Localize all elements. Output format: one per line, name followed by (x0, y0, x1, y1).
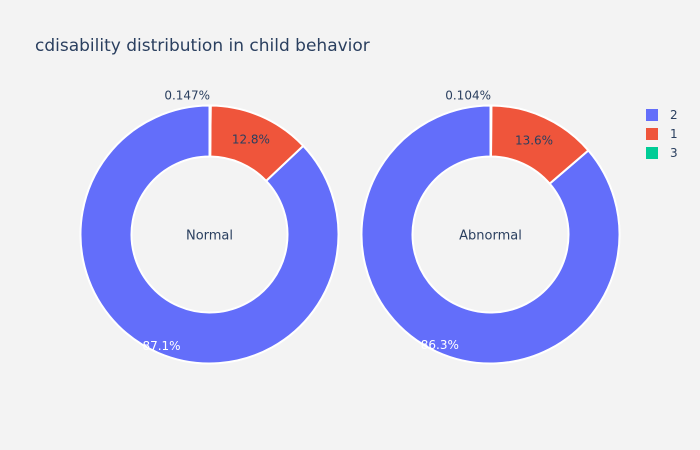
donut-charts: 87.1% 12.8% 0.147% Normal 86.3% 13.6% 0.104% Ab… (79, 89, 621, 365)
slice-label-1: 12.8% (232, 133, 270, 147)
legend-item-3[interactable]: 3 (646, 146, 678, 160)
slice-3[interactable] (208, 104, 212, 158)
slice-label-2: 87.1% (142, 339, 180, 353)
legend-item-1[interactable]: 1 (646, 127, 678, 141)
slice-3[interactable] (489, 104, 493, 158)
legend-label: 3 (670, 146, 678, 160)
slice-label-2: 86.3% (421, 338, 459, 352)
legend-label: 2 (670, 108, 678, 122)
slice-label-3: 0.104% (445, 89, 491, 103)
slice-2[interactable] (360, 104, 621, 365)
slice-1[interactable] (209, 104, 305, 183)
slice-2[interactable] (79, 104, 340, 365)
center-label: Normal (186, 229, 233, 244)
legend-swatch (646, 128, 658, 140)
legend-label: 1 (670, 127, 678, 141)
legend-swatch (646, 147, 658, 159)
chart-title: cdisability distribution in child behavi… (35, 36, 370, 56)
legend[interactable]: 2 1 3 (646, 108, 678, 160)
slice-label-3: 0.147% (164, 89, 210, 103)
slice-1[interactable] (490, 104, 590, 186)
legend-swatch (646, 109, 658, 121)
center-label: Abnormal (459, 229, 522, 244)
donut-chart-2: 86.3% 13.6% 0.104% Abnormal (360, 89, 621, 365)
donut-chart-1: 87.1% 12.8% 0.147% Normal (79, 89, 340, 365)
legend-item-2[interactable]: 2 (646, 108, 678, 122)
slice-label-1: 13.6% (515, 134, 553, 148)
